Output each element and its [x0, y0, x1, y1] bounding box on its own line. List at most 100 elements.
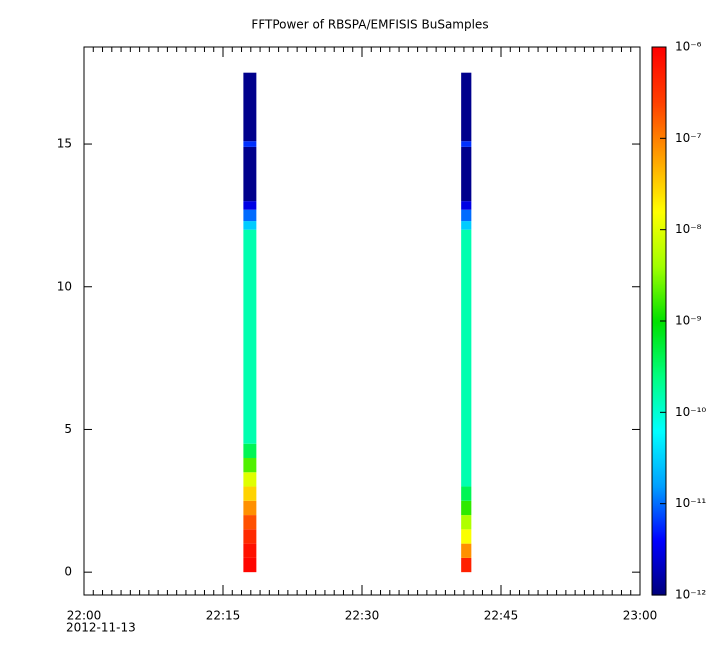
colorbar-band — [652, 513, 666, 516]
colorbar-band — [652, 441, 666, 444]
plot-frame — [83, 46, 641, 596]
colorbar-band — [652, 105, 666, 108]
colorbar-band — [652, 531, 666, 534]
colorbar-band — [652, 243, 666, 246]
colorbar-band — [652, 379, 666, 382]
colorbar-band — [652, 583, 666, 586]
colorbar-band — [652, 503, 666, 506]
colorbar-band — [652, 235, 666, 238]
colorbar-band — [652, 201, 666, 204]
colorbar-band — [652, 85, 666, 88]
colorbar-band — [652, 125, 666, 128]
colorbar-band — [652, 333, 666, 336]
colorbar-band — [652, 341, 666, 344]
colorbar-band — [652, 515, 666, 518]
colorbar-band — [652, 425, 666, 428]
colorbar-band — [652, 239, 666, 242]
colorbar-band — [652, 59, 666, 62]
colorbar-band — [652, 585, 666, 588]
colorbar-band — [652, 165, 666, 168]
colorbar-band — [652, 361, 666, 364]
spectrogram-cell — [243, 229, 257, 444]
colorbar-band — [652, 567, 666, 570]
colorbar-band — [652, 175, 666, 178]
colorbar-band — [652, 479, 666, 482]
colorbar-band — [652, 383, 666, 386]
colorbar-band — [652, 589, 666, 592]
colorbar-band — [652, 221, 666, 224]
colorbar-band — [652, 523, 666, 526]
colorbar-band — [652, 551, 666, 554]
colorbar-band — [652, 399, 666, 402]
colorbar-band — [652, 65, 666, 68]
colorbar-band — [652, 263, 666, 266]
x-tick-label: 22:00 — [67, 609, 102, 623]
colorbar-band — [652, 337, 666, 340]
colorbar-band — [652, 493, 666, 496]
colorbar-band — [652, 345, 666, 348]
colorbar-band — [652, 565, 666, 568]
spectrogram-cell — [461, 201, 472, 210]
colorbar-band — [652, 381, 666, 384]
colorbar-band — [652, 61, 666, 64]
colorbar-band — [652, 315, 666, 318]
colorbar-band — [652, 95, 666, 98]
colorbar-band — [652, 389, 666, 392]
colorbar-band — [652, 271, 666, 274]
spectrogram-cell — [243, 443, 257, 458]
colorbar-band — [652, 269, 666, 272]
colorbar-band — [652, 363, 666, 366]
spectrogram-cell — [243, 209, 257, 222]
colorbar-band — [652, 207, 666, 210]
colorbar-band — [652, 245, 666, 248]
colorbar-band — [652, 559, 666, 562]
colorbar-band — [652, 297, 666, 300]
colorbar-band — [652, 97, 666, 100]
colorbar-tick-label: 10⁻¹⁰ — [675, 405, 706, 419]
spectrogram-cell — [243, 557, 257, 573]
colorbar-band — [652, 305, 666, 308]
colorbar-band — [652, 323, 666, 326]
colorbar-band — [652, 273, 666, 276]
colorbar-band — [652, 299, 666, 302]
colorbar-band — [652, 477, 666, 480]
colorbar-band — [652, 55, 666, 58]
colorbar-band — [652, 373, 666, 376]
colorbar-band — [652, 119, 666, 122]
spectrogram-cell — [461, 557, 472, 573]
colorbar-band — [652, 313, 666, 316]
colorbar-band — [652, 371, 666, 374]
colorbar-band — [652, 83, 666, 86]
colorbar-band — [652, 465, 666, 468]
spectrogram-cell — [243, 486, 257, 501]
colorbar-band — [652, 215, 666, 218]
colorbar-band — [652, 429, 666, 432]
colorbar-band — [652, 421, 666, 424]
colorbar-band — [652, 549, 666, 552]
colorbar-band — [652, 131, 666, 134]
colorbar-band — [652, 385, 666, 388]
colorbar-band — [652, 569, 666, 572]
colorbar-band — [652, 449, 666, 452]
colorbar-band — [652, 279, 666, 282]
colorbar-band — [652, 475, 666, 478]
colorbar-band — [652, 167, 666, 170]
colorbar-band — [652, 487, 666, 490]
colorbar-band — [652, 73, 666, 76]
colorbar-band — [652, 499, 666, 502]
colorbar-band — [652, 437, 666, 440]
colorbar-band — [652, 587, 666, 590]
colorbar-band — [652, 267, 666, 270]
x-date-label: 2012-11-13 — [66, 621, 136, 635]
colorbar-band — [652, 129, 666, 132]
colorbar-band — [652, 219, 666, 222]
colorbar-band — [652, 183, 666, 186]
colorbar-band — [652, 109, 666, 112]
chart-title: FFTPower of RBSPA/EMFISIS BuSamples — [251, 18, 488, 32]
colorbar-band — [652, 459, 666, 462]
colorbar-band — [652, 307, 666, 310]
colorbar-band — [652, 533, 666, 536]
colorbar-band — [652, 555, 666, 558]
colorbar-band — [652, 415, 666, 418]
